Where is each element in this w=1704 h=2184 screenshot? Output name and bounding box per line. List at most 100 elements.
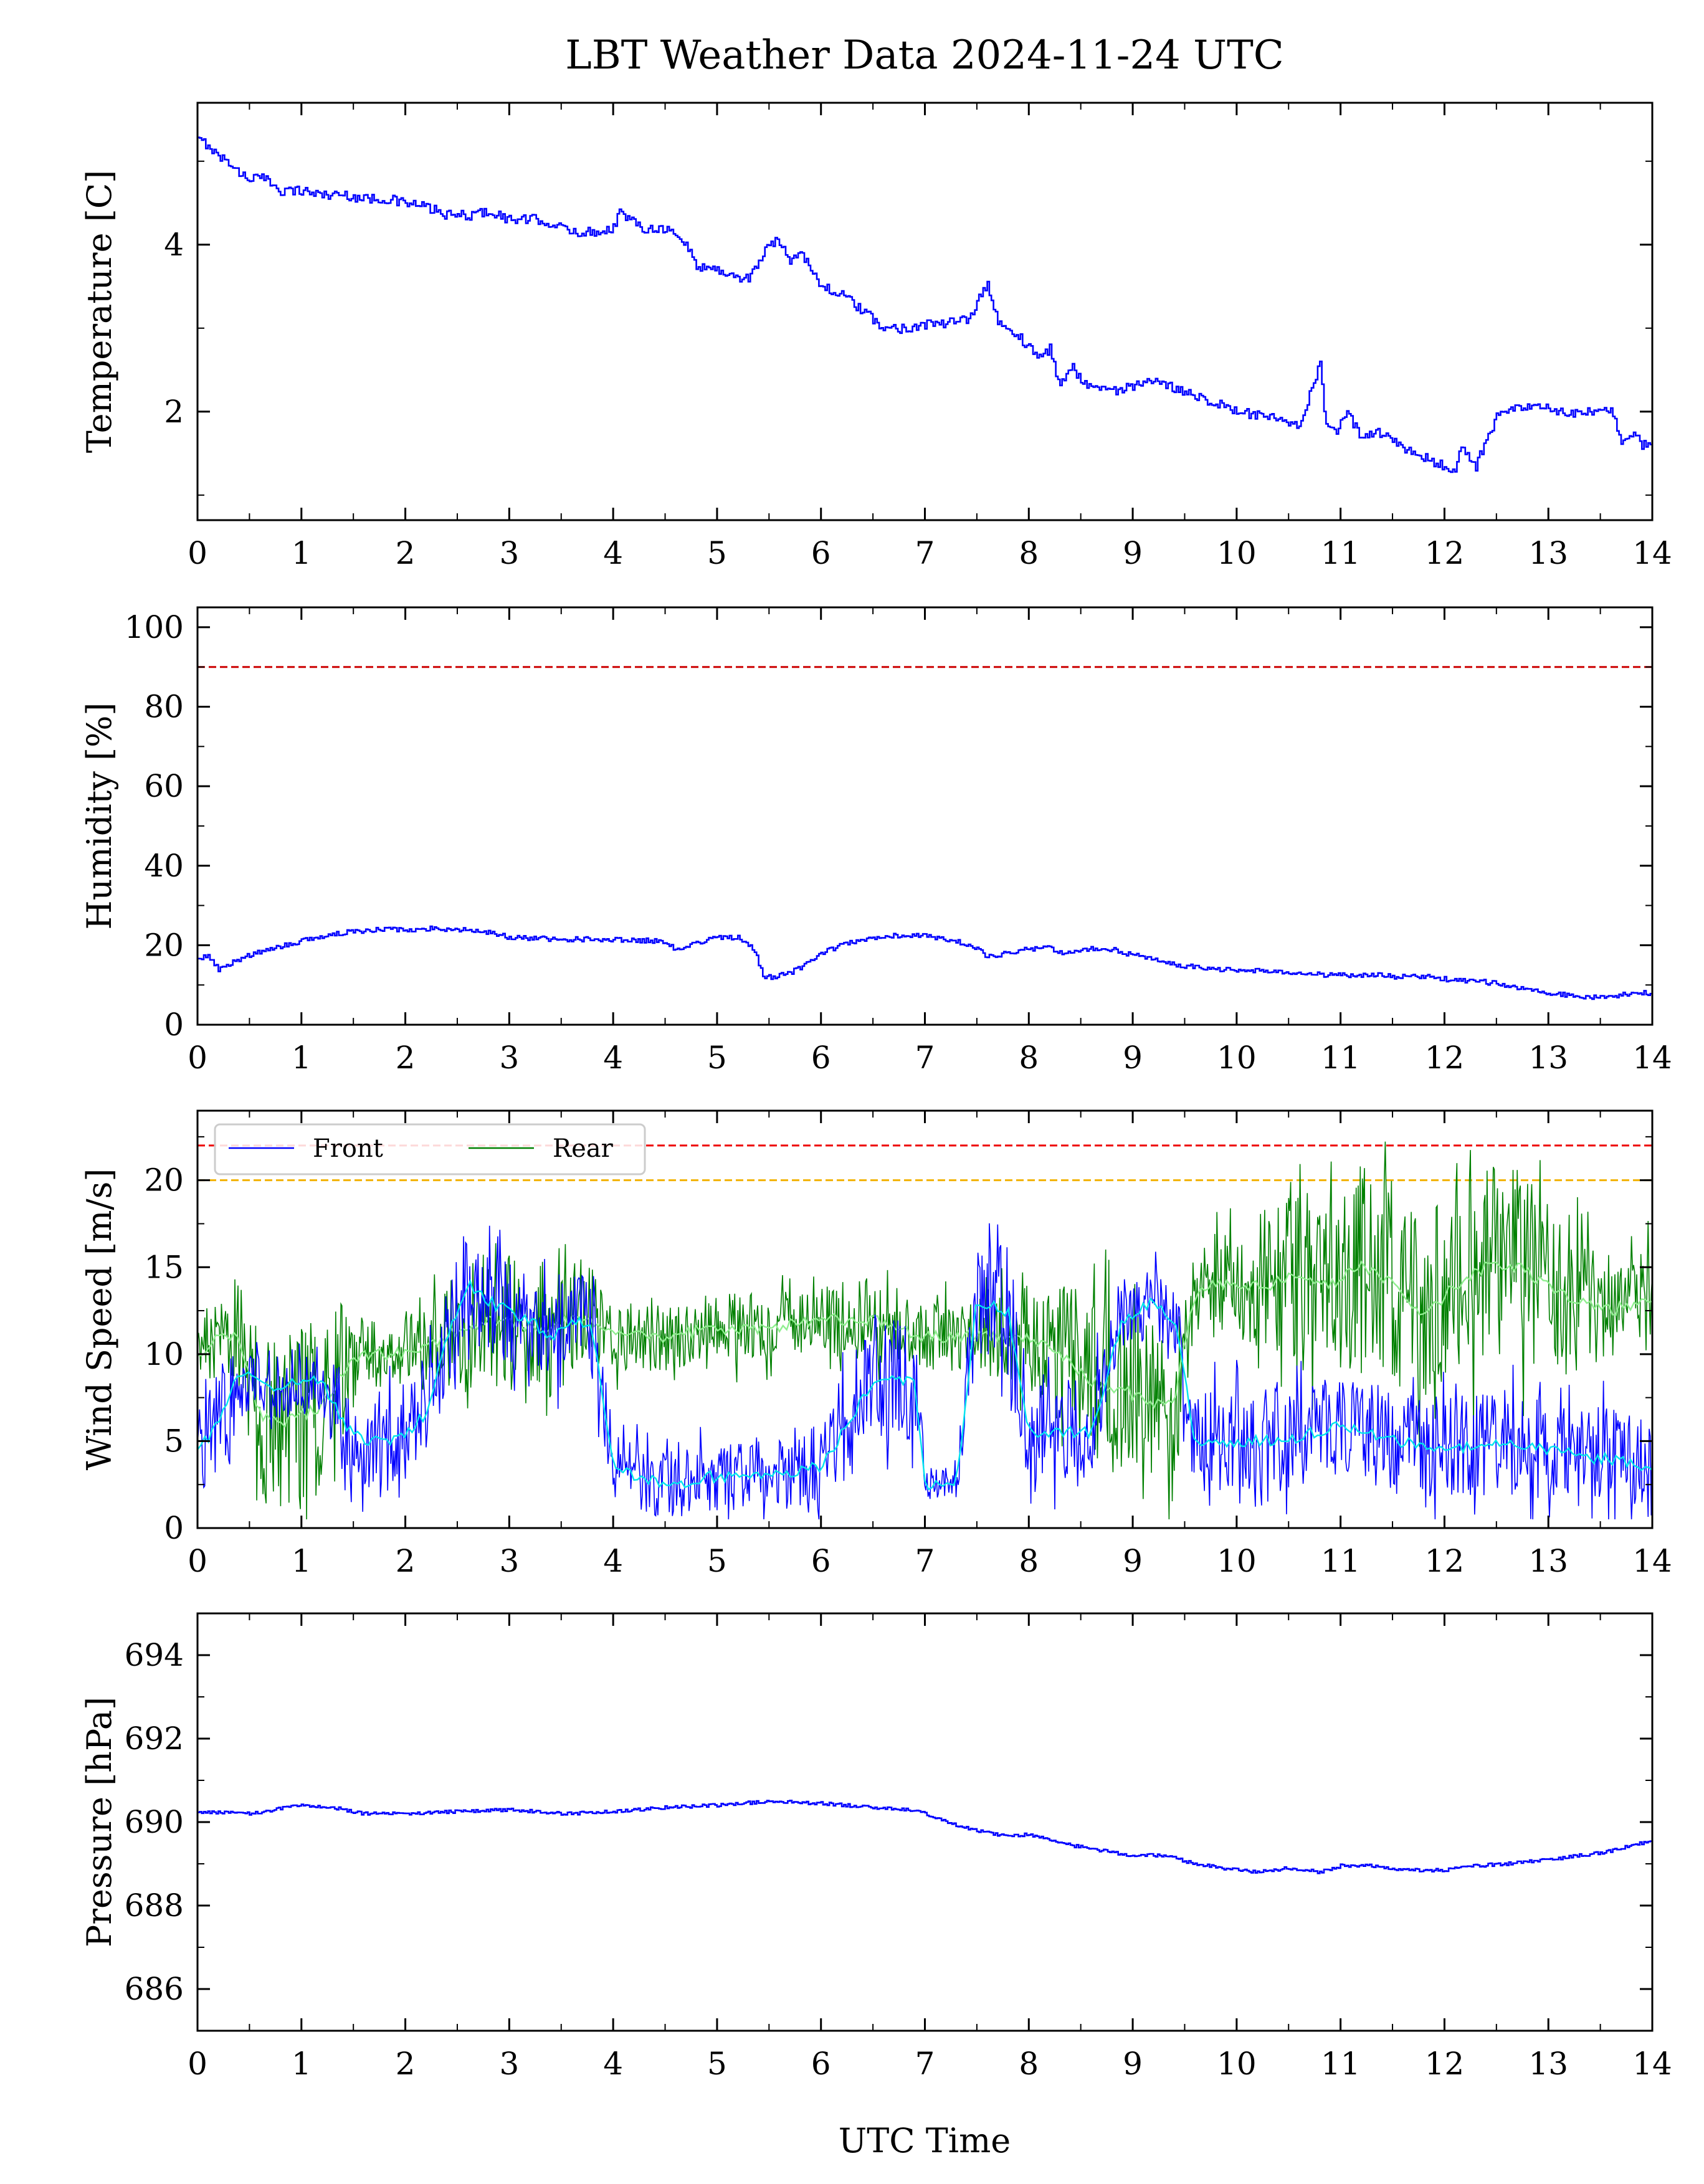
x-tick-label: 6 (811, 1040, 831, 1076)
x-tick-label: 3 (499, 535, 519, 571)
series-rear-smoothed-line (198, 1260, 1652, 1428)
y-tick-label: 5 (164, 1423, 184, 1459)
temperature-plot-area (198, 136, 1652, 473)
x-tick-label: 1 (292, 2046, 312, 2082)
x-tick-label: 9 (1123, 1543, 1143, 1579)
x-tick-label: 11 (1321, 1040, 1361, 1076)
x-tick-label: 10 (1217, 2046, 1257, 2082)
y-tick-label: 60 (144, 768, 184, 804)
x-tick-label: 13 (1528, 1040, 1568, 1076)
x-tick-label: 8 (1019, 1543, 1039, 1579)
x-tick-label: 9 (1123, 535, 1143, 571)
x-tick-label: 0 (188, 1543, 207, 1579)
x-tick-label: 13 (1528, 2046, 1568, 2082)
x-tick-label: 14 (1632, 2046, 1672, 2082)
figure-title: LBT Weather Data 2024-11-24 UTC (565, 32, 1284, 78)
x-tick-label: 8 (1019, 535, 1039, 571)
x-tick-label: 7 (915, 1543, 935, 1579)
x-tick-label: 6 (811, 1543, 831, 1579)
y-tick-label: 20 (144, 1162, 184, 1199)
y-tick-label: 692 (125, 1721, 184, 1757)
humidity-y-axis-label: Humidity [%] (80, 702, 119, 929)
humidity-series-line (198, 925, 1652, 1000)
x-tick-label: 11 (1321, 1543, 1361, 1579)
y-tick-label: 15 (144, 1249, 184, 1285)
x-tick-label: 8 (1019, 2046, 1039, 2082)
x-tick-label: 2 (396, 535, 416, 571)
x-tick-label: 12 (1425, 1040, 1465, 1076)
y-tick-label: 690 (125, 1804, 184, 1840)
x-tick-label: 5 (707, 1040, 727, 1076)
x-tick-label: 4 (603, 2046, 623, 2082)
x-tick-label: 10 (1217, 1040, 1257, 1076)
y-tick-label: 20 (144, 927, 184, 963)
y-tick-label: 80 (144, 689, 184, 725)
x-tick-label: 3 (499, 2046, 519, 2082)
y-tick-label: 100 (125, 609, 184, 645)
legend-box (214, 1123, 646, 1175)
pressure-panel: 0 1 2 3 4 5 6 7 8 9 10 11 12 13 14686688690692694Press… (80, 1612, 1672, 2082)
wind-speed-y-axis-label: Wind Speed [m/s] (80, 1169, 119, 1471)
x-tick-label: 4 (603, 535, 623, 571)
x-tick-label: 9 (1123, 1040, 1143, 1076)
series-rear-raw-line (198, 1141, 1652, 1520)
x-tick-label: 10 (1217, 1543, 1257, 1579)
x-tick-label: 13 (1528, 1543, 1568, 1579)
x-tick-label: 11 (1321, 2046, 1361, 2082)
x-tick-label: 10 (1217, 535, 1257, 571)
x-tick-label: 14 (1632, 1040, 1672, 1076)
y-tick-label: 688 (125, 1887, 184, 1924)
pressure-series-line (198, 1800, 1652, 1874)
series-front-smoothed-line (198, 1278, 1652, 1491)
x-tick-label: 0 (188, 1040, 207, 1076)
x-tick-label: 5 (707, 1543, 727, 1579)
humidity-panel: 0 1 2 3 4 5 6 7 8 9 10 11 12 13 14020406080100Humidity… (80, 606, 1672, 1076)
y-tick-label: 40 (144, 848, 184, 884)
y-tick-label: 10 (144, 1336, 184, 1372)
legend: Front Rear (214, 1123, 646, 1175)
x-axis-label: UTC Time (839, 2121, 1011, 2160)
x-tick-label: 3 (499, 1543, 519, 1579)
x-tick-label: 5 (707, 2046, 727, 2082)
x-tick-label: 7 (915, 2046, 935, 2082)
x-tick-label: 2 (396, 2046, 416, 2082)
temperature-series-line (198, 136, 1652, 473)
x-tick-label: 4 (603, 1543, 623, 1579)
x-tick-label: 12 (1425, 2046, 1465, 2082)
x-tick-label: 14 (1632, 1543, 1672, 1579)
pressure-y-axis-label: Pressure [hPa] (80, 1697, 119, 1947)
y-tick-label: 694 (125, 1637, 184, 1673)
x-tick-label: 1 (292, 1543, 312, 1579)
x-tick-label: 11 (1321, 535, 1361, 571)
x-tick-label: 12 (1425, 535, 1465, 571)
y-tick-label: 686 (125, 1971, 184, 2007)
x-tick-label: 6 (811, 535, 831, 571)
x-tick-label: 14 (1632, 535, 1672, 571)
x-tick-label: 3 (499, 1040, 519, 1076)
x-tick-label: 6 (811, 2046, 831, 2082)
pressure-plot-area (198, 1800, 1652, 1874)
legend-label-rear: Rear (553, 1134, 614, 1163)
y-tick-label: 4 (164, 227, 184, 263)
x-tick-label: 9 (1123, 2046, 1143, 2082)
temperature-y-axis-label: Temperature [C] (80, 170, 119, 453)
x-tick-label: 7 (915, 1040, 935, 1076)
y-tick-label: 2 (164, 394, 184, 430)
x-tick-label: 0 (188, 535, 207, 571)
legend-label-front: Front (313, 1134, 383, 1163)
x-tick-label: 5 (707, 535, 727, 571)
x-tick-label: 12 (1425, 1543, 1465, 1579)
humidity-plot-area (198, 666, 1652, 1000)
x-tick-label: 0 (188, 2046, 207, 2082)
x-tick-label: 13 (1528, 535, 1568, 571)
y-tick-label: 0 (164, 1007, 184, 1043)
x-tick-label: 7 (915, 535, 935, 571)
x-tick-label: 1 (292, 535, 312, 571)
x-tick-label: 1 (292, 1040, 312, 1076)
x-tick-label: 2 (396, 1040, 416, 1076)
